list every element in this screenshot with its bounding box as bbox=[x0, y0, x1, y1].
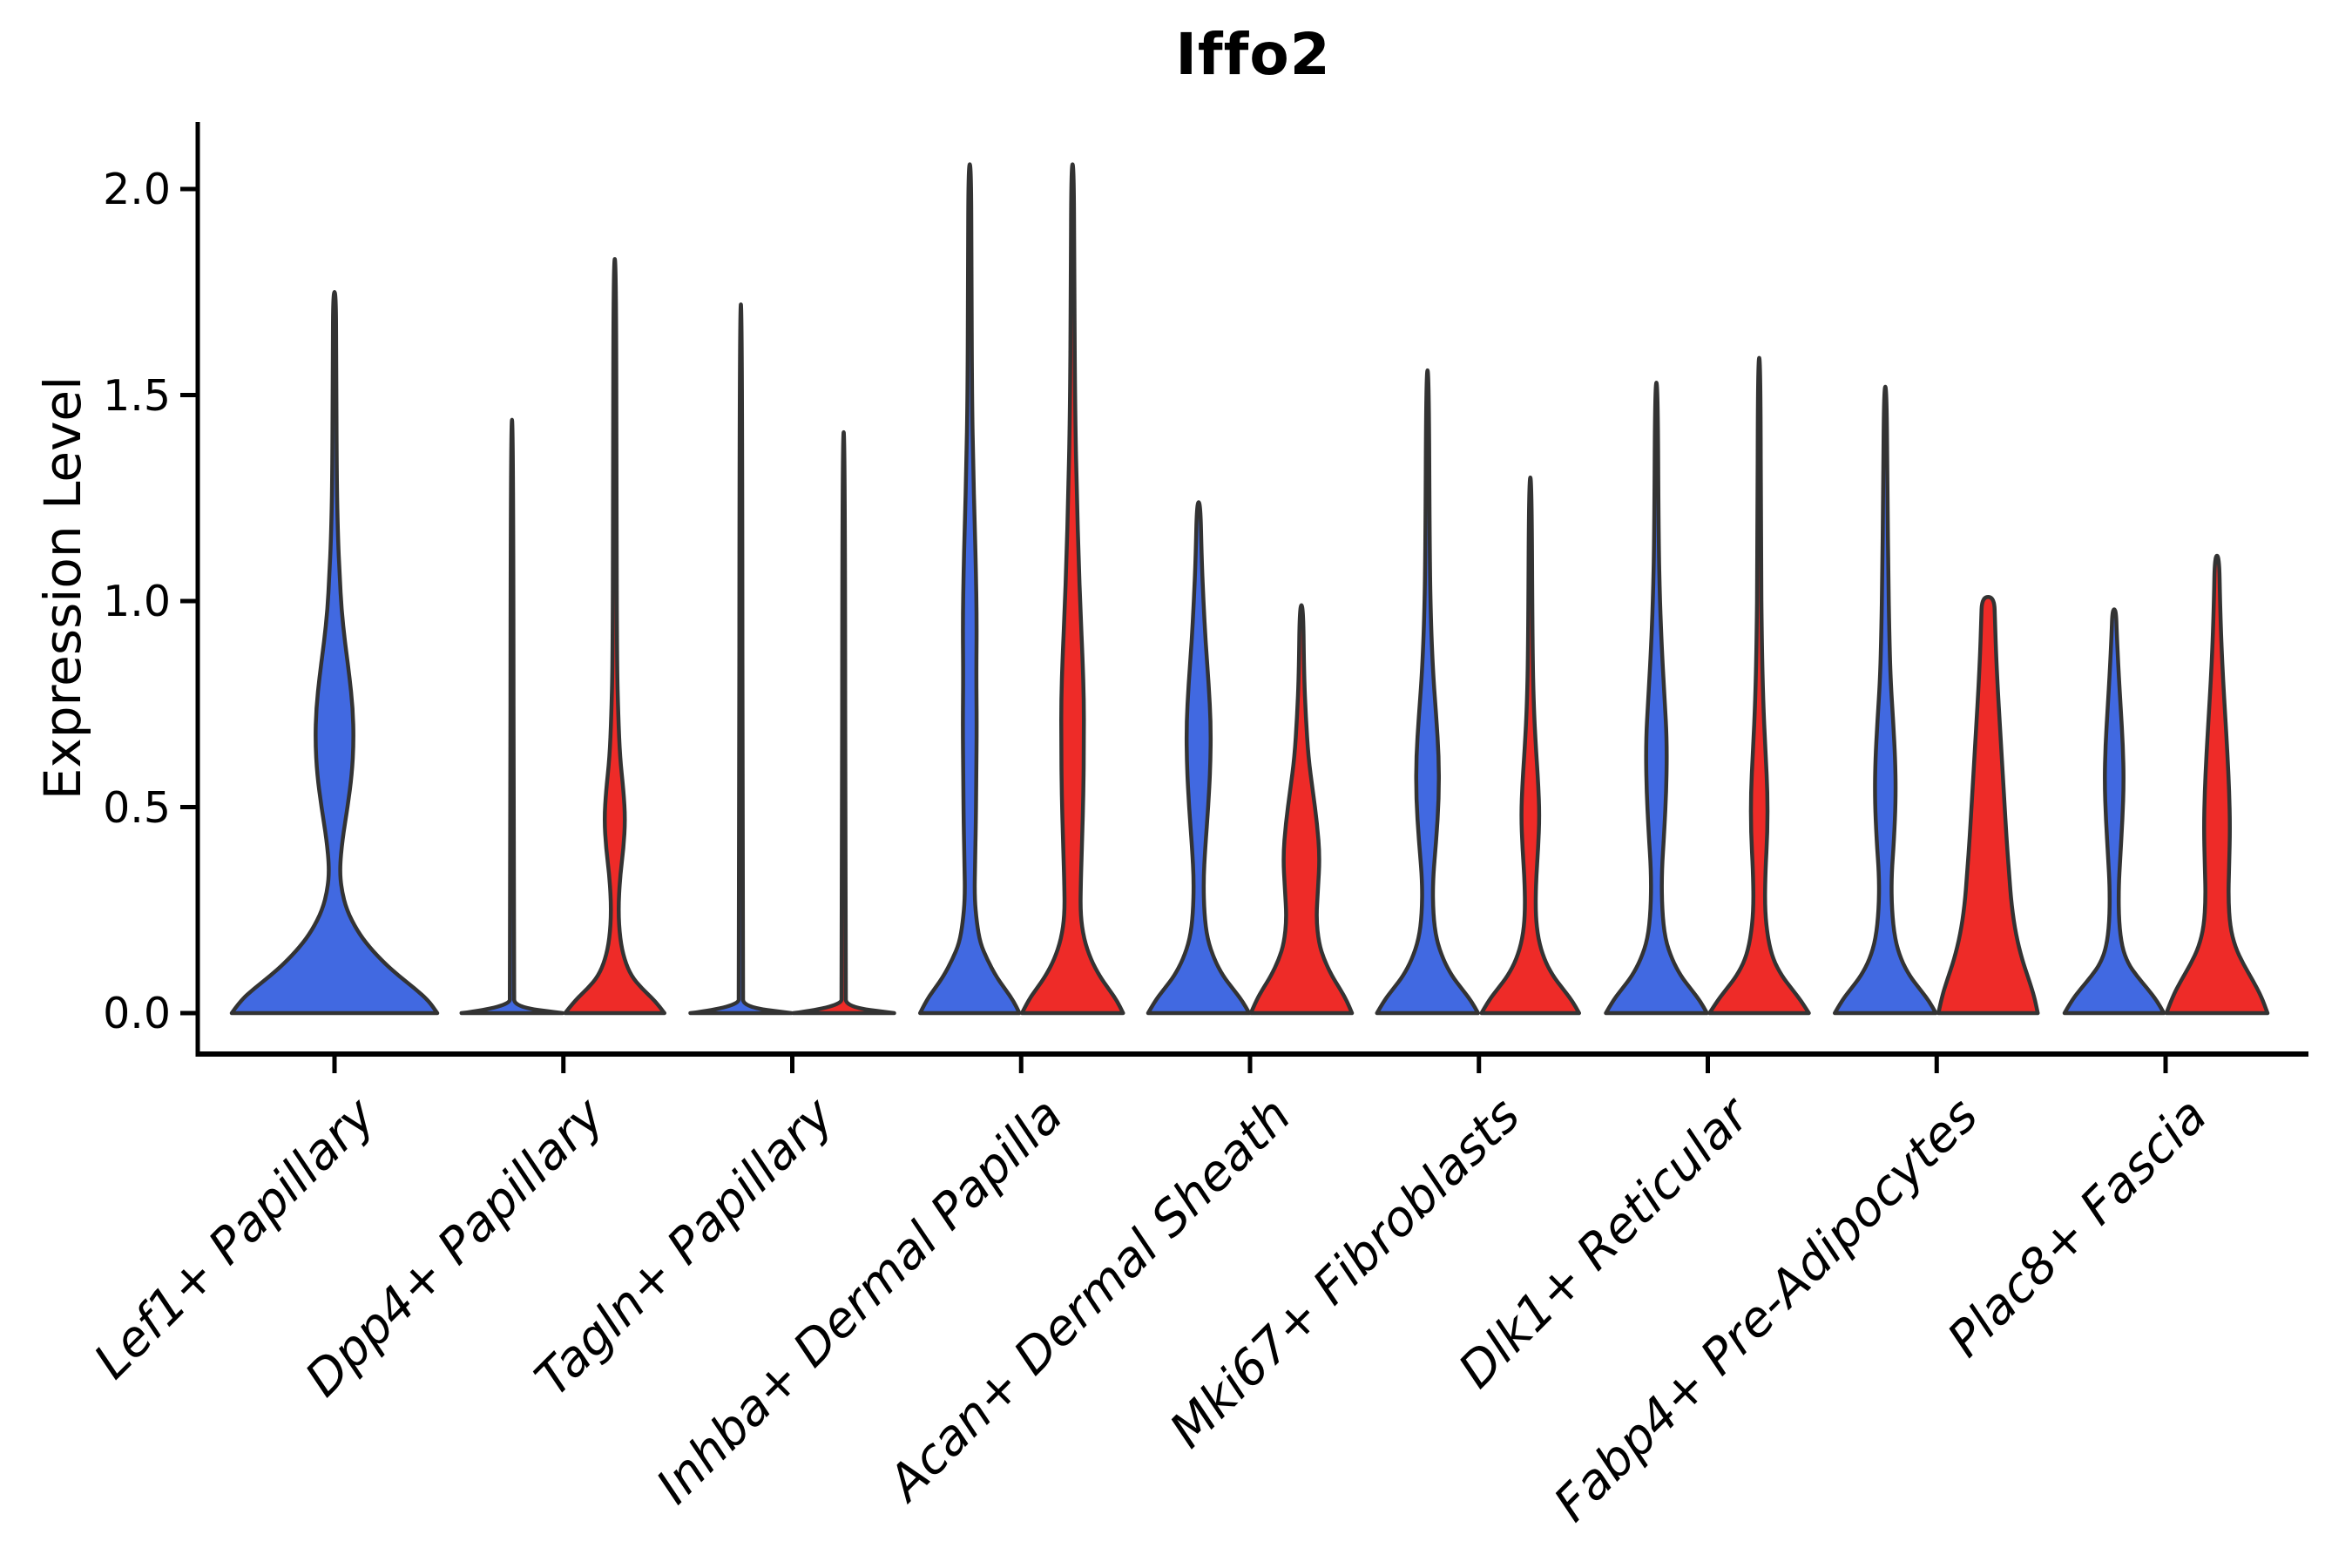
violin-blue-7 bbox=[1833, 384, 1938, 1016]
violin-blue-5 bbox=[1375, 368, 1480, 1016]
violin-blue-3 bbox=[918, 162, 1022, 1016]
violin-blue-0 bbox=[229, 290, 440, 1016]
violin-blue-2 bbox=[688, 302, 794, 1016]
violin-red-2 bbox=[791, 429, 896, 1016]
violin-red-8 bbox=[2164, 553, 2270, 1016]
y-tick-label: 0.0 bbox=[103, 989, 171, 1038]
violin-red-7 bbox=[1936, 595, 2040, 1016]
violin-red-1 bbox=[563, 257, 666, 1016]
y-tick-label: 0.5 bbox=[103, 782, 171, 833]
violin-red-4 bbox=[1248, 603, 1355, 1016]
y-tick-label: 2.0 bbox=[103, 165, 171, 214]
violin-red-5 bbox=[1479, 475, 1581, 1016]
violin-red-3 bbox=[1020, 162, 1125, 1016]
violin-blue-8 bbox=[2062, 607, 2166, 1016]
violin-blue-1 bbox=[459, 417, 564, 1016]
violin-blue-6 bbox=[1604, 381, 1709, 1016]
violin-blue-4 bbox=[1146, 500, 1252, 1016]
violin-red-6 bbox=[1707, 355, 1811, 1016]
y-tick-label: 1.5 bbox=[103, 370, 171, 421]
chart-title: Iffo2 bbox=[1175, 21, 1331, 88]
y-tick-label: 1.0 bbox=[103, 577, 171, 626]
